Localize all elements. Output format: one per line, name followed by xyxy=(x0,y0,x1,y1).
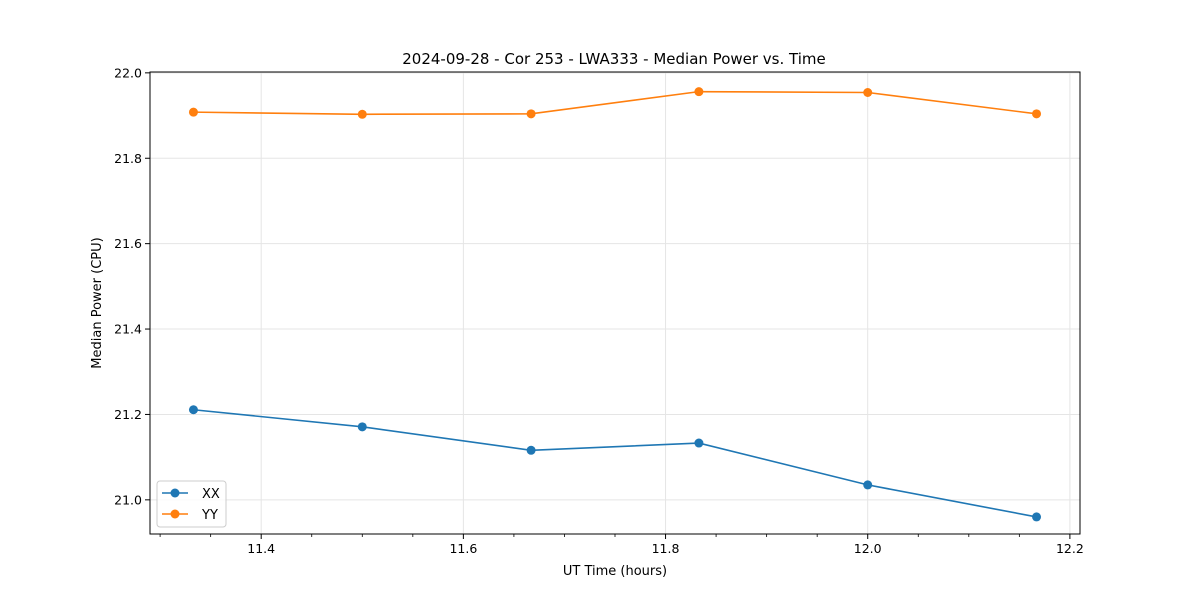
legend-marker-xx xyxy=(170,488,180,498)
data-point-xx xyxy=(357,422,367,432)
series-line-xx xyxy=(193,408,1037,518)
x-axis-label: UT Time (hours) xyxy=(563,564,667,579)
y-axis-ticks: 21.0 21.2 21.4 21.6 21.8 22.0 xyxy=(114,65,150,507)
y-axis-label: Median Power (CPU) xyxy=(90,237,105,368)
legend-marker-yy xyxy=(170,509,180,519)
x-axis-ticks: 11.4 11.6 11.8 12.0 12.2 xyxy=(159,534,1084,556)
data-point-yy xyxy=(1032,109,1042,119)
y-tick-label: 21.6 xyxy=(114,236,142,251)
plot-frame xyxy=(149,71,1081,535)
data-point-xx xyxy=(1032,512,1042,522)
legend-label-yy: YY xyxy=(201,508,218,523)
y-tick-label: 22.0 xyxy=(114,65,142,80)
x-tick-label: 12.2 xyxy=(1056,541,1084,556)
x-tick-label: 12.0 xyxy=(854,541,882,556)
chart-title: 2024-09-28 - Cor 253 - LWA333 - Median P… xyxy=(402,50,826,68)
data-point-yy xyxy=(357,109,367,119)
y-tick-label: 21.8 xyxy=(114,151,142,166)
legend: XX YY xyxy=(156,480,227,528)
series-line-yy xyxy=(193,90,1037,116)
data-point-xx xyxy=(526,445,536,455)
x-tick-label: 11.6 xyxy=(449,541,477,556)
data-point-xx xyxy=(694,438,704,448)
data-point-yy xyxy=(694,87,704,97)
grid xyxy=(150,72,1080,534)
y-tick-label: 21.0 xyxy=(114,492,142,507)
data-point-yy xyxy=(526,109,536,119)
data-point-yy xyxy=(188,107,198,117)
data-point-xx xyxy=(188,405,198,415)
y-tick-label: 21.2 xyxy=(114,407,142,422)
data-point-yy xyxy=(863,87,873,97)
legend-label-xx: XX xyxy=(202,487,220,502)
series-lines xyxy=(188,87,1042,522)
y-tick-label: 21.4 xyxy=(114,322,142,337)
data-point-xx xyxy=(863,480,873,490)
x-tick-label: 11.4 xyxy=(247,541,275,556)
x-tick-label: 11.8 xyxy=(652,541,680,556)
